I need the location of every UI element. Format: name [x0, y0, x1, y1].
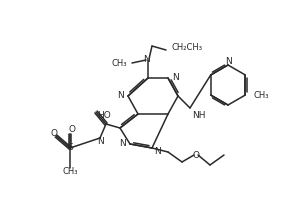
Text: CH₂CH₃: CH₂CH₃: [172, 43, 203, 52]
Text: N: N: [119, 140, 126, 149]
Text: N: N: [225, 57, 231, 66]
Text: CH₃: CH₃: [253, 90, 269, 99]
Text: O: O: [192, 151, 200, 160]
Text: CH₃: CH₃: [111, 58, 127, 68]
Text: N: N: [154, 147, 161, 156]
Text: N: N: [143, 54, 149, 63]
Text: O: O: [50, 130, 58, 139]
Text: HO: HO: [97, 111, 111, 120]
Text: N: N: [97, 137, 103, 146]
Text: NH: NH: [192, 111, 206, 120]
Text: N: N: [172, 73, 179, 82]
Text: O: O: [69, 125, 75, 135]
Text: N: N: [117, 92, 124, 100]
Text: S: S: [67, 142, 73, 151]
Text: CH₃: CH₃: [62, 167, 78, 177]
